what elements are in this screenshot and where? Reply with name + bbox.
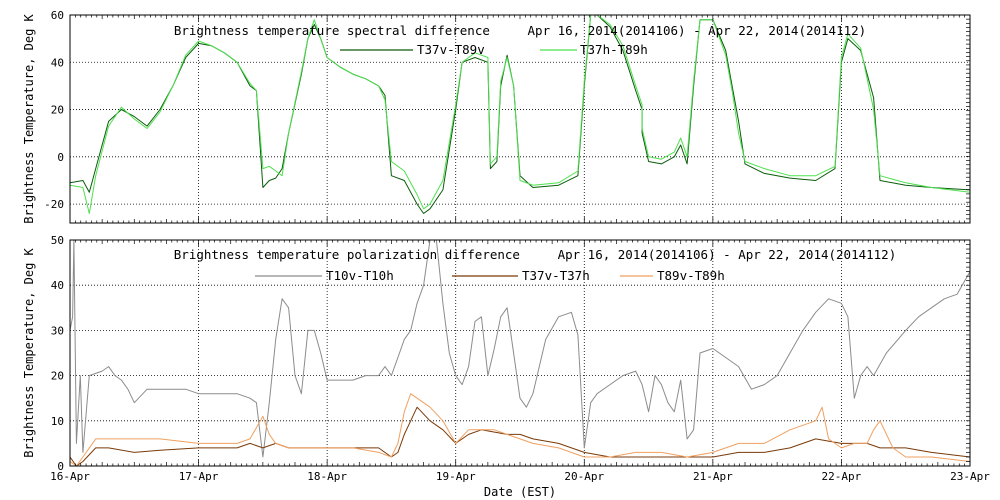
series-lines: [70, 240, 970, 466]
x-tick-label: 21-Apr: [693, 470, 733, 483]
spectral-difference-panel: -20 0 20 40 60 Brightness temperature spectr…: [22, 9, 971, 224]
legend-label-t37h-t89h: T37h-T89h: [580, 42, 648, 57]
x-tick-label: 16-Apr: [50, 470, 90, 483]
legend-label-t37v-t37h: T37v-T37h: [522, 268, 590, 283]
x-tick-label: 23-Apr: [950, 470, 990, 483]
polarization-difference-panel: 0 10 20 30 40 50 16-Apr 17-Apr 18-Apr 19-Apr 20-A…: [22, 234, 990, 499]
y-tick-label: 0: [57, 151, 64, 164]
y-tick-label: 10: [51, 415, 64, 428]
y-tick-labels: -20 0 20 40 60: [44, 9, 64, 211]
legend: T37v-T89v T37h-T89h: [340, 42, 648, 57]
y-axis-title: Brightness Temperature, Deg K: [22, 13, 36, 223]
series-line-t89v-t89h: [70, 393, 970, 466]
x-tick-label: 22-Apr: [822, 470, 862, 483]
y-axis-title: Brightness Temperature, Deg K: [22, 247, 36, 457]
series-line-t10v-t10h: [70, 240, 970, 458]
legend-label-t89v-t89h: T89v-T89h: [657, 268, 725, 283]
x-axis-title: Date (EST): [484, 485, 556, 499]
tick-marks: [69, 239, 971, 467]
x-tick-label: 20-Apr: [564, 470, 604, 483]
y-tick-labels: 0 10 20 30 40 50: [51, 234, 64, 473]
series-line-t37h-t89h: [70, 15, 970, 214]
y-tick-label: 50: [51, 234, 64, 247]
grid-lines: [70, 15, 970, 223]
x-tick-label: 17-Apr: [179, 470, 219, 483]
tick-marks: [69, 14, 971, 224]
legend-label-t37v-t89v: T37v-T89v: [417, 42, 485, 57]
series-lines: [70, 15, 970, 214]
y-tick-label: 30: [51, 324, 64, 337]
grid-lines: [70, 240, 970, 466]
chart-title: Brightness temperature polarization diff…: [174, 247, 896, 262]
y-tick-label: 60: [51, 9, 64, 22]
y-tick-label: 20: [51, 104, 64, 117]
y-tick-label: 40: [51, 56, 64, 69]
chart-title: Brightness temperature spectral differen…: [174, 23, 866, 38]
y-tick-label: 0: [57, 460, 64, 473]
x-tick-labels: 16-Apr 17-Apr 18-Apr 19-Apr 20-Apr 21-Apr 22-A…: [50, 470, 990, 483]
y-tick-label: -20: [44, 198, 64, 211]
legend: T10v-T10h T37v-T37h T89v-T89h: [255, 268, 725, 283]
x-tick-label: 19-Apr: [436, 470, 476, 483]
y-tick-label: 40: [51, 279, 64, 292]
x-tick-label: 18-Apr: [307, 470, 347, 483]
legend-label-t10v-t10h: T10v-T10h: [326, 268, 394, 283]
y-tick-label: 20: [51, 370, 64, 383]
